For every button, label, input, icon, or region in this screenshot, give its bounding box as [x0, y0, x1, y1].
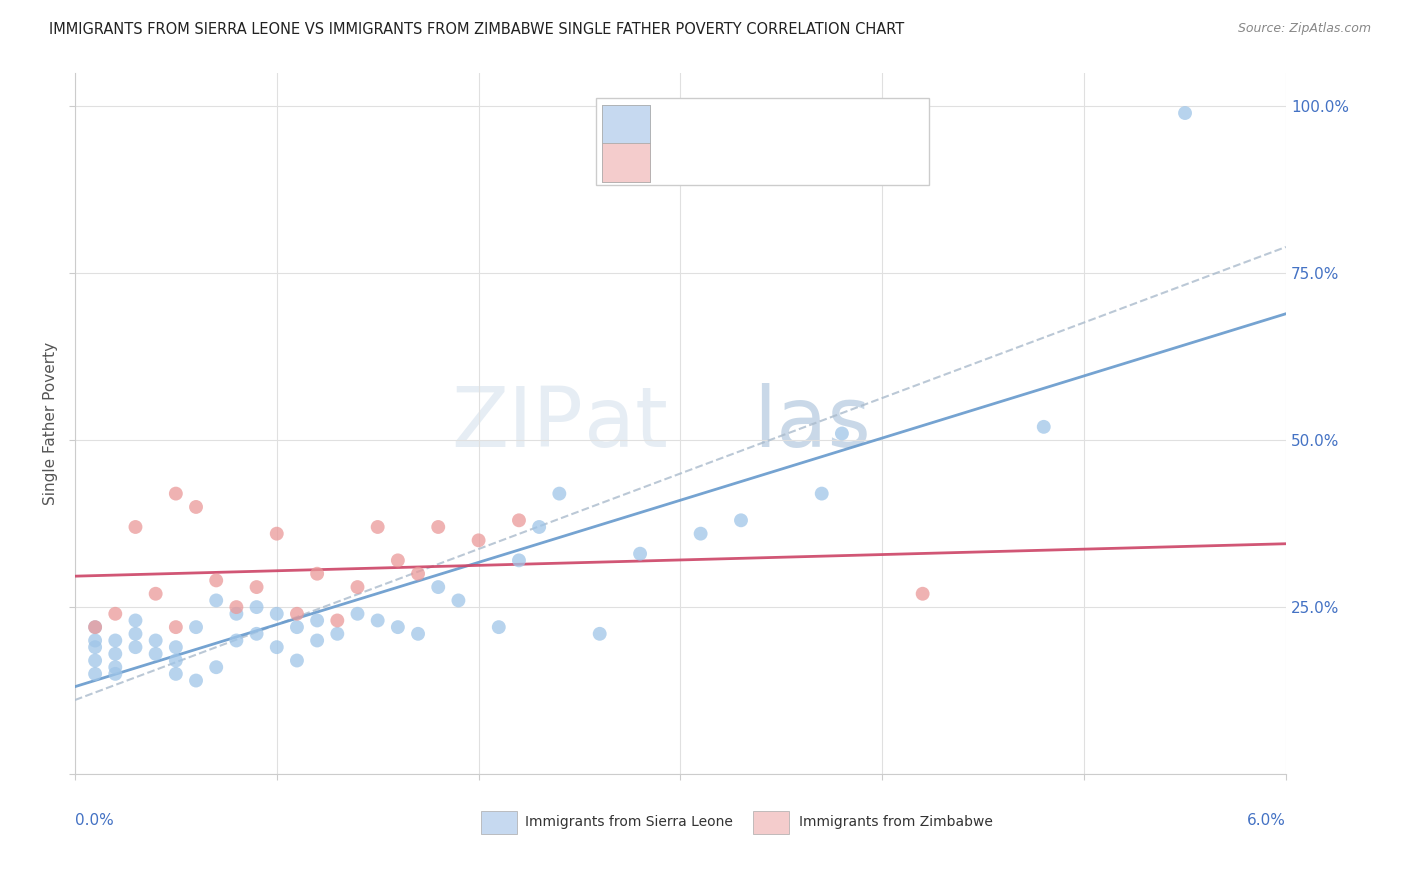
Point — [84, 653, 107, 667]
Point — [508, 513, 530, 527]
Point — [145, 587, 167, 601]
Point — [387, 553, 409, 567]
Point — [346, 580, 368, 594]
Point — [730, 513, 752, 527]
Point — [205, 593, 228, 607]
Point — [689, 526, 711, 541]
Point — [165, 486, 187, 500]
Point — [104, 647, 127, 661]
FancyBboxPatch shape — [596, 97, 929, 186]
Point — [84, 666, 107, 681]
Point — [266, 526, 288, 541]
Point — [326, 627, 349, 641]
Text: las: las — [754, 383, 870, 464]
Point — [184, 620, 207, 634]
Text: 0.414: 0.414 — [696, 107, 749, 125]
Point — [589, 627, 612, 641]
Point — [508, 553, 530, 567]
Text: 22: 22 — [817, 145, 841, 163]
Text: 50: 50 — [817, 107, 841, 125]
Point — [285, 620, 308, 634]
Point — [447, 593, 470, 607]
Point — [104, 666, 127, 681]
Point — [266, 607, 288, 621]
Text: N =: N = — [769, 107, 817, 125]
Point — [307, 633, 329, 648]
Point — [406, 627, 429, 641]
Point — [488, 620, 510, 634]
Point — [427, 520, 450, 534]
FancyBboxPatch shape — [754, 811, 789, 834]
Point — [145, 633, 167, 648]
Point — [1032, 420, 1054, 434]
Point — [104, 633, 127, 648]
Point — [245, 600, 267, 615]
Point — [406, 566, 429, 581]
FancyBboxPatch shape — [481, 811, 517, 834]
Point — [225, 633, 247, 648]
FancyBboxPatch shape — [602, 104, 650, 143]
Text: at: at — [583, 383, 668, 464]
Point — [84, 633, 107, 648]
Point — [124, 640, 146, 655]
Point — [548, 486, 571, 500]
Point — [285, 607, 308, 621]
Point — [205, 660, 228, 674]
Point — [367, 520, 389, 534]
Point — [810, 486, 832, 500]
Text: N =: N = — [769, 145, 817, 163]
Point — [307, 614, 329, 628]
Point — [124, 627, 146, 641]
Point — [346, 607, 368, 621]
Text: Source: ZipAtlas.com: Source: ZipAtlas.com — [1237, 22, 1371, 36]
Point — [427, 580, 450, 594]
Point — [165, 620, 187, 634]
Point — [831, 426, 853, 441]
Point — [165, 640, 187, 655]
Point — [184, 500, 207, 514]
Text: 6.0%: 6.0% — [1247, 813, 1286, 828]
Point — [527, 520, 550, 534]
Point — [266, 640, 288, 655]
Point — [326, 614, 349, 628]
Point — [245, 627, 267, 641]
Text: 0.0%: 0.0% — [75, 813, 114, 828]
Y-axis label: Single Father Poverty: Single Father Poverty — [44, 342, 58, 505]
Point — [467, 533, 489, 548]
Point — [184, 673, 207, 688]
Point — [245, 580, 267, 594]
Point — [84, 620, 107, 634]
Text: Immigrants from Sierra Leone: Immigrants from Sierra Leone — [526, 814, 734, 829]
Point — [104, 607, 127, 621]
Text: Immigrants from Zimbabwe: Immigrants from Zimbabwe — [799, 814, 993, 829]
Text: R =: R = — [658, 145, 693, 163]
Point — [1174, 106, 1197, 120]
Point — [225, 607, 247, 621]
Point — [225, 600, 247, 615]
Point — [628, 547, 651, 561]
Point — [911, 587, 934, 601]
Point — [124, 614, 146, 628]
FancyBboxPatch shape — [602, 143, 650, 182]
Point — [104, 660, 127, 674]
Text: ZIP: ZIP — [451, 383, 583, 464]
Point — [84, 640, 107, 655]
Point — [285, 653, 308, 667]
Text: R =: R = — [658, 107, 693, 125]
Point — [367, 614, 389, 628]
Point — [165, 653, 187, 667]
Text: IMMIGRANTS FROM SIERRA LEONE VS IMMIGRANTS FROM ZIMBABWE SINGLE FATHER POVERTY C: IMMIGRANTS FROM SIERRA LEONE VS IMMIGRAN… — [49, 22, 904, 37]
Point — [307, 566, 329, 581]
Point — [165, 666, 187, 681]
Point — [387, 620, 409, 634]
Point — [124, 520, 146, 534]
Point — [145, 647, 167, 661]
Point — [84, 620, 107, 634]
Point — [205, 574, 228, 588]
Text: 0.315: 0.315 — [696, 145, 748, 163]
